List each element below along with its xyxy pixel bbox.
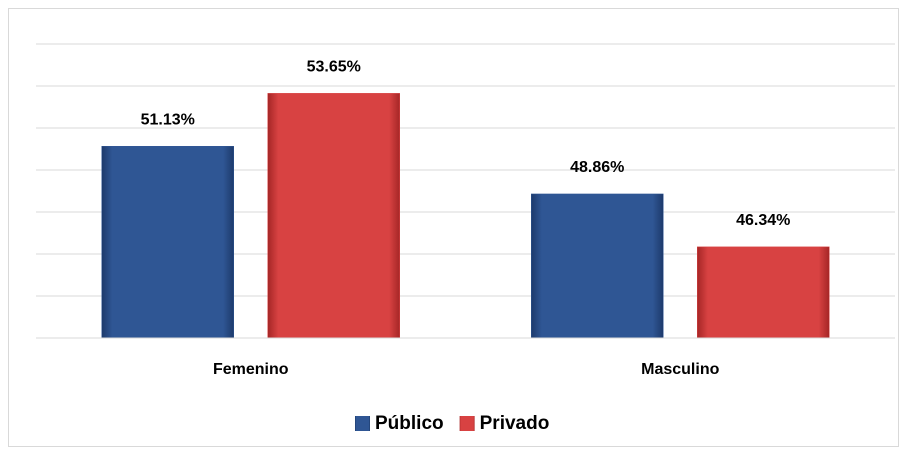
bar — [267, 93, 400, 339]
value-label: 48.86% — [570, 159, 624, 176]
value-label: 51.13% — [141, 111, 195, 128]
bar — [531, 193, 664, 339]
x-tick-label: Masculino — [641, 361, 719, 378]
x-tick-label: Femenino — [213, 361, 289, 378]
bar — [697, 246, 830, 339]
chart-border — [8, 8, 899, 447]
legend-swatch — [459, 416, 475, 431]
legend-swatch — [355, 416, 370, 431]
legend-label: Privado — [480, 413, 550, 434]
bar — [101, 146, 234, 339]
value-label: 53.65% — [307, 59, 361, 76]
legend-label: Público — [375, 413, 444, 434]
value-label: 46.34% — [736, 212, 790, 229]
